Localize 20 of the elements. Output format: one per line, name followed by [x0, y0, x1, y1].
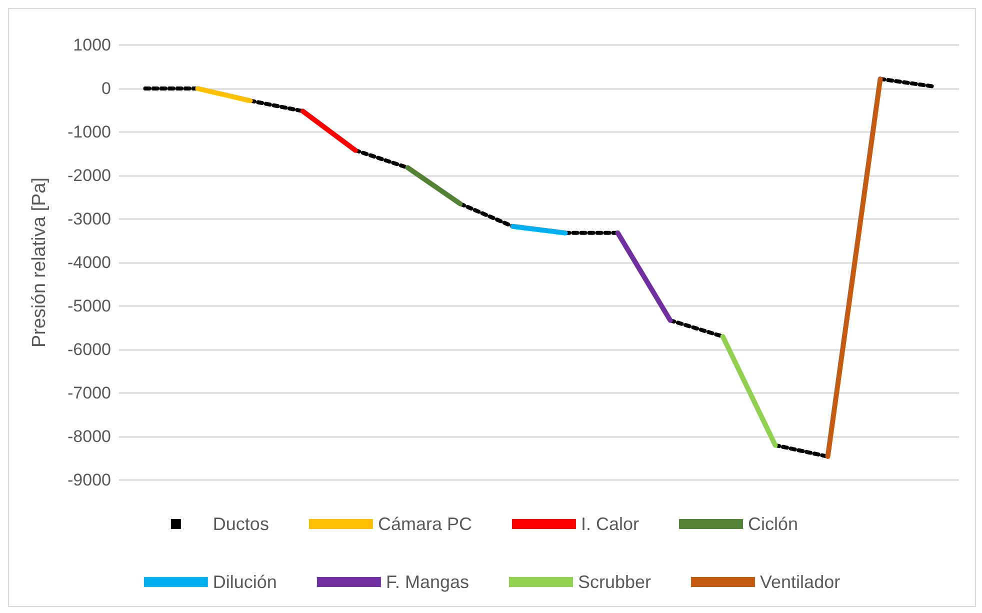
legend-label: Scrubber — [578, 572, 652, 592]
legend-label: Ductos — [212, 514, 269, 534]
legend-label: I. Calor — [580, 514, 639, 534]
y-tick-label: -5000 — [68, 296, 111, 316]
y-tick-label: -7000 — [68, 384, 111, 402]
y-tick-label: -8000 — [68, 427, 111, 446]
legend-label: Ventilador — [760, 572, 840, 592]
y-tick-label: -6000 — [68, 340, 111, 359]
y-tick-label: -4000 — [68, 253, 111, 272]
y-tick-label: 0 — [102, 79, 111, 98]
legend-label: Cámara PC — [378, 514, 472, 534]
y-axis-title: Presión relativa [Pa] — [29, 177, 50, 348]
legend-label: Dilución — [212, 572, 277, 592]
y-tick-label: 1000 — [73, 36, 111, 54]
y-tick-label: -9000 — [68, 470, 111, 490]
legend-label: F. Mangas — [386, 572, 469, 592]
legend-label: Ciclón — [748, 514, 798, 534]
y-tick-label: -2000 — [68, 166, 111, 185]
y-tick-label: -1000 — [68, 122, 111, 142]
y-tick-label: -3000 — [68, 210, 111, 228]
